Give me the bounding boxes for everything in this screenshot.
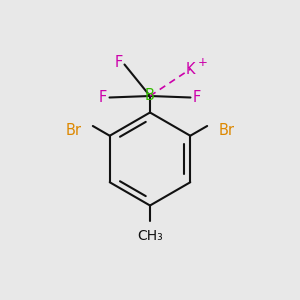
Text: K: K <box>186 61 195 76</box>
Text: Br: Br <box>65 123 82 138</box>
Text: F: F <box>115 55 123 70</box>
Text: CH₃: CH₃ <box>137 229 163 242</box>
Text: B: B <box>145 88 155 104</box>
Text: F: F <box>193 90 201 105</box>
Text: Br: Br <box>218 123 235 138</box>
Text: +: + <box>198 56 207 69</box>
Text: F: F <box>99 90 107 105</box>
